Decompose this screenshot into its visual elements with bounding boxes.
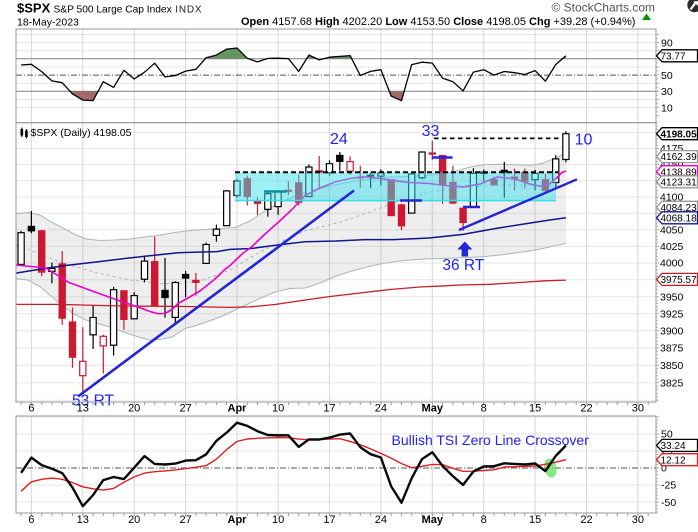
- svg-text:27: 27: [179, 514, 191, 526]
- svg-text:30: 30: [661, 86, 673, 98]
- svg-text:10: 10: [575, 131, 593, 148]
- svg-text:18-May-2023: 18-May-2023: [17, 17, 79, 29]
- svg-text:4050: 4050: [660, 225, 684, 237]
- svg-text:10: 10: [661, 102, 673, 114]
- svg-text:4138.89: 4138.89: [661, 167, 698, 178]
- svg-text:0: 0: [661, 463, 667, 475]
- svg-text:10: 10: [272, 514, 284, 526]
- svg-text:15: 15: [529, 403, 541, 415]
- svg-text:24: 24: [375, 403, 387, 415]
- svg-text:3975.57: 3975.57: [661, 275, 698, 286]
- svg-text:50: 50: [661, 70, 673, 82]
- svg-text:3925: 3925: [660, 308, 684, 320]
- svg-text:15: 15: [529, 514, 541, 526]
- svg-text:30: 30: [632, 514, 644, 526]
- svg-text:4068.18: 4068.18: [661, 213, 698, 224]
- svg-text:10: 10: [272, 403, 284, 415]
- svg-text:6: 6: [28, 514, 34, 526]
- svg-text:33.24: 33.24: [661, 441, 686, 452]
- svg-text:3950: 3950: [660, 291, 684, 303]
- svg-text:24: 24: [330, 131, 348, 148]
- svg-text:13: 13: [77, 514, 89, 526]
- svg-text:Apr: Apr: [228, 403, 248, 415]
- svg-text:22: 22: [580, 514, 592, 526]
- svg-text:6: 6: [28, 403, 34, 415]
- svg-text:$SPX: $SPX: [17, 1, 51, 16]
- svg-text:3850: 3850: [660, 360, 684, 372]
- svg-text:20: 20: [128, 403, 140, 415]
- svg-text:Bullish TSI Zero Line Crossove: Bullish TSI Zero Line Crossover: [392, 432, 590, 448]
- svg-text:3825: 3825: [660, 377, 684, 389]
- svg-text:53 RT: 53 RT: [72, 393, 114, 410]
- svg-text:4000: 4000: [660, 258, 684, 270]
- svg-text:May: May: [422, 514, 444, 526]
- svg-text:8: 8: [481, 514, 487, 526]
- svg-text:24: 24: [375, 514, 387, 526]
- svg-text:3875: 3875: [660, 343, 684, 355]
- svg-text:20: 20: [128, 514, 140, 526]
- svg-text:-50: -50: [661, 497, 676, 509]
- svg-text:73.77: 73.77: [661, 51, 686, 62]
- svg-text:Open 4157.68 High 4202.20 Low: Open 4157.68 High 4202.20 Low 4153.50 Cl…: [241, 16, 635, 28]
- svg-text:17: 17: [323, 514, 335, 526]
- svg-text:36 RT: 36 RT: [442, 257, 484, 274]
- svg-text:$SPX (Daily) 4198.05: $SPX (Daily) 4198.05: [31, 127, 132, 139]
- svg-text:27: 27: [179, 403, 191, 415]
- svg-text:30: 30: [632, 403, 644, 415]
- svg-text:May: May: [422, 403, 444, 415]
- svg-text:50: 50: [661, 429, 673, 441]
- svg-text:4162.39: 4162.39: [661, 152, 698, 163]
- svg-text:Apr: Apr: [228, 514, 248, 526]
- svg-text:4025: 4025: [660, 241, 684, 253]
- svg-text:12.12: 12.12: [661, 455, 686, 466]
- svg-text:© StockCharts.com: © StockCharts.com: [551, 1, 655, 15]
- svg-text:8: 8: [481, 403, 487, 415]
- svg-text:17: 17: [323, 403, 335, 415]
- svg-text:4084.23: 4084.23: [661, 203, 698, 214]
- svg-text:4123.31: 4123.31: [661, 177, 698, 188]
- svg-text:13: 13: [77, 403, 89, 415]
- svg-text:33: 33: [422, 123, 440, 140]
- svg-text:90: 90: [661, 37, 673, 49]
- svg-text:INDX: INDX: [175, 5, 202, 16]
- svg-text:S&P 500 Large Cap Index: S&P 500 Large Cap Index: [54, 5, 172, 16]
- svg-text:4198.05: 4198.05: [661, 129, 698, 140]
- svg-text:22: 22: [580, 403, 592, 415]
- svg-text:3900: 3900: [660, 325, 684, 337]
- svg-text:-25: -25: [661, 480, 676, 492]
